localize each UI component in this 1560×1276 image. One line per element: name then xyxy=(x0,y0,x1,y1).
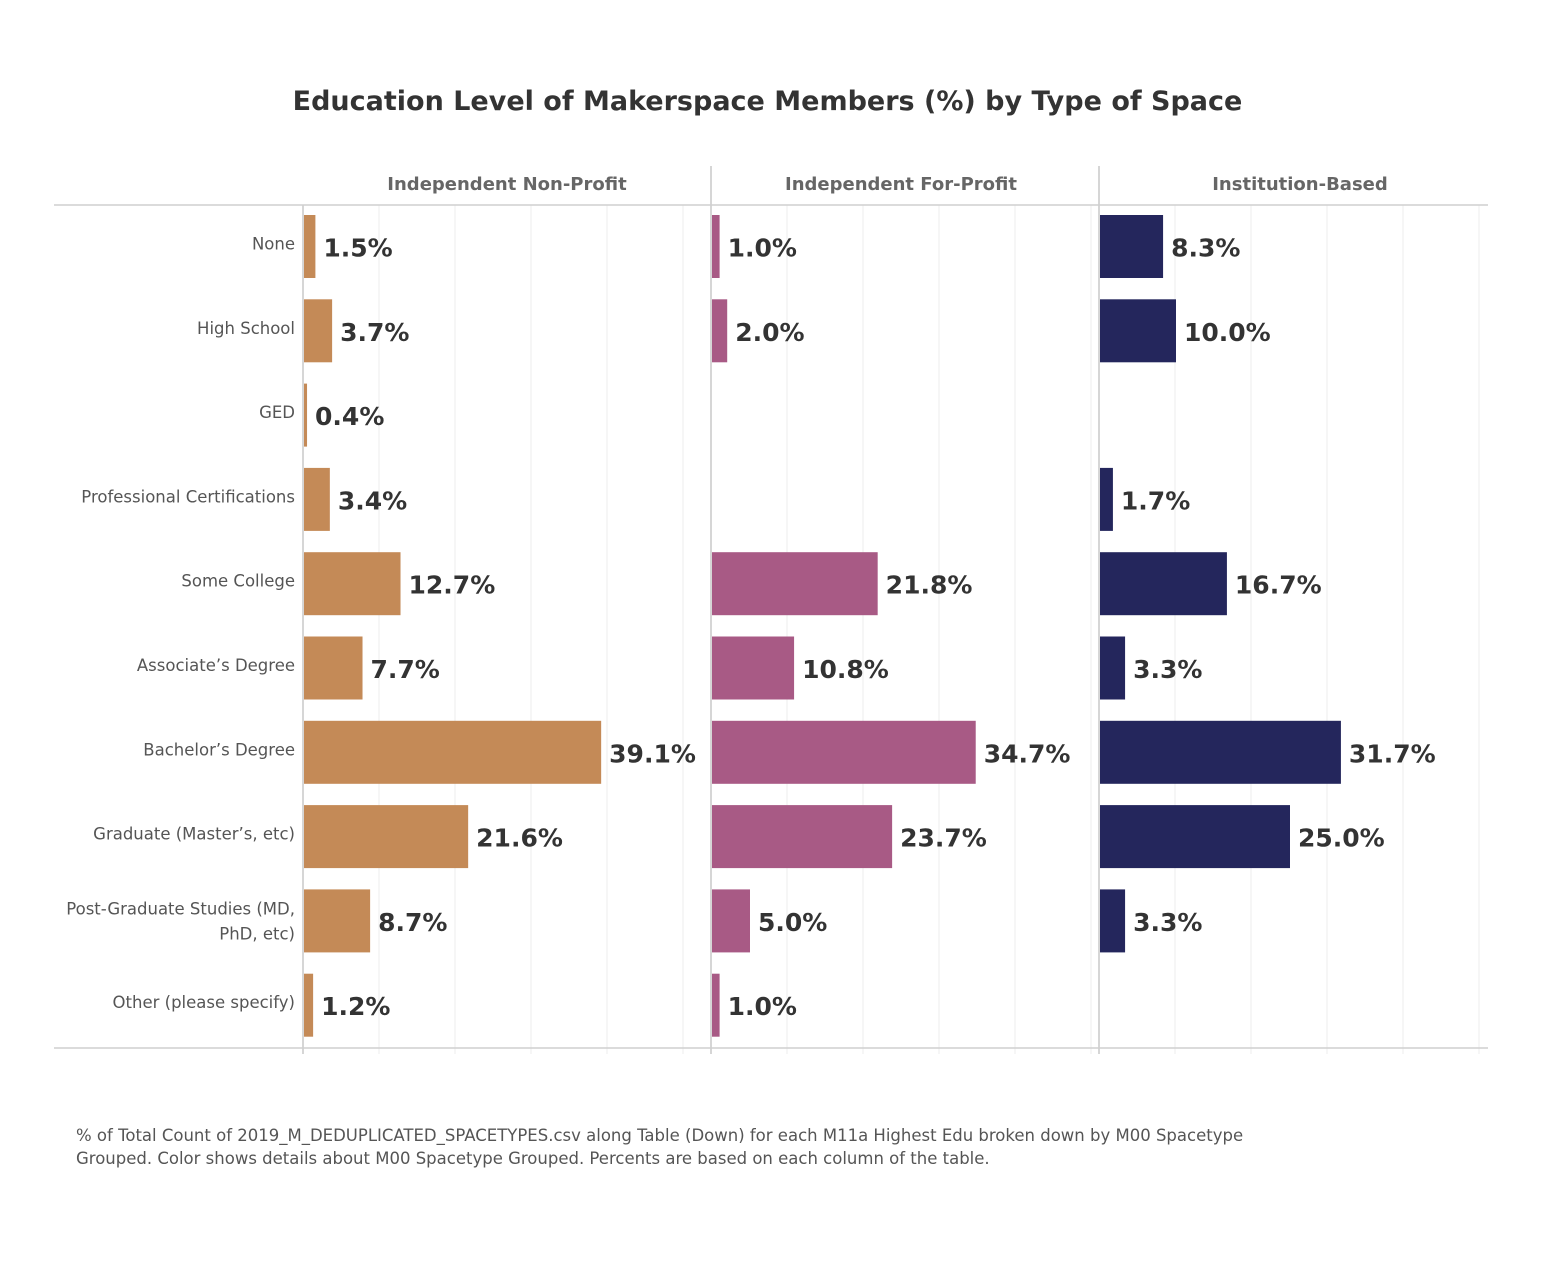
bar xyxy=(712,299,728,363)
bar xyxy=(304,720,602,784)
bar xyxy=(304,805,469,869)
category-label: Bachelor’s Degree xyxy=(143,740,295,759)
data-label: 7.7% xyxy=(371,655,440,684)
bar xyxy=(1100,805,1290,869)
data-label: 3.3% xyxy=(1133,655,1202,684)
category-label: Some College xyxy=(181,572,295,591)
data-label: 34.7% xyxy=(984,739,1071,768)
bar xyxy=(304,973,314,1037)
category-label: Graduate (Master’s, etc) xyxy=(93,825,295,844)
category-label: Associate’s Degree xyxy=(137,656,295,675)
data-label: 12.7% xyxy=(409,571,496,600)
bar xyxy=(712,973,720,1037)
bar xyxy=(304,215,316,278)
data-label: 0.4% xyxy=(315,402,384,431)
data-label: 1.5% xyxy=(323,234,392,263)
data-label: 5.0% xyxy=(758,908,827,937)
data-label: 21.6% xyxy=(476,824,563,853)
bar xyxy=(1100,552,1227,616)
data-label: 23.7% xyxy=(900,824,987,853)
data-label: 16.7% xyxy=(1235,571,1322,600)
panel-header: Institution-Based xyxy=(1212,174,1388,195)
data-label: 3.4% xyxy=(338,486,407,515)
data-label: 10.8% xyxy=(802,655,889,684)
data-label: 8.3% xyxy=(1171,234,1240,263)
footnote-line-2: Grouped. Color shows details about M00 S… xyxy=(76,1149,990,1168)
bar xyxy=(304,552,401,616)
data-label: 3.3% xyxy=(1133,908,1202,937)
data-label: 3.7% xyxy=(340,318,409,347)
data-label: 8.7% xyxy=(378,908,447,937)
bar xyxy=(1100,889,1126,953)
category-label: Other (please specify) xyxy=(113,993,295,1012)
footnote: % of Total Count of 2019_M_DEDUPLICATED_… xyxy=(76,1124,1336,1170)
bar xyxy=(304,383,308,447)
bar xyxy=(712,889,750,953)
category-label: None xyxy=(252,235,295,254)
data-label: 1.7% xyxy=(1121,486,1190,515)
category-label: GED xyxy=(259,403,295,422)
data-label: 1.2% xyxy=(321,992,390,1021)
bar xyxy=(1100,299,1176,363)
panel-header: Independent Non-Profit xyxy=(387,174,627,195)
bar xyxy=(304,636,363,700)
chart-title: Education Level of Makerspace Members (%… xyxy=(292,86,1243,117)
data-label: 31.7% xyxy=(1349,739,1436,768)
bar xyxy=(304,299,333,363)
category-label: Post-Graduate Studies (MD, PhD, etc) xyxy=(66,899,295,943)
data-label: 1.0% xyxy=(728,234,797,263)
bar xyxy=(712,636,795,700)
data-label: 1.0% xyxy=(728,992,797,1021)
data-label: 21.8% xyxy=(886,571,973,600)
data-label: 39.1% xyxy=(609,739,696,768)
bar xyxy=(1100,467,1113,531)
bar xyxy=(1100,636,1126,700)
category-label: High School xyxy=(197,319,295,338)
category-label: Professional Certifications xyxy=(81,487,295,506)
bar xyxy=(304,889,371,953)
data-label: 25.0% xyxy=(1298,824,1385,853)
bar xyxy=(1100,720,1341,784)
bar xyxy=(1100,215,1164,278)
data-label: 10.0% xyxy=(1184,318,1271,347)
bar xyxy=(304,467,330,531)
data-label: 2.0% xyxy=(735,318,804,347)
bar xyxy=(712,805,893,869)
footnote-line-1: % of Total Count of 2019_M_DEDUPLICATED_… xyxy=(76,1126,1244,1145)
panel-header: Independent For-Profit xyxy=(785,174,1017,195)
bar xyxy=(712,215,720,278)
bar xyxy=(712,720,976,784)
bar xyxy=(712,552,878,616)
